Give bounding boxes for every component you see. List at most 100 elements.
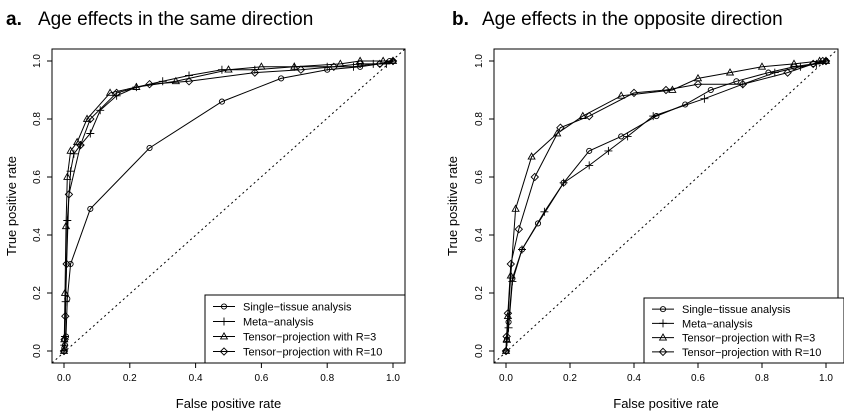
panel-a-data-point xyxy=(96,106,105,115)
panel-a-x-axis-label: False positive rate xyxy=(176,396,282,411)
panel-a-data-point xyxy=(60,335,69,344)
panel-b-data-point xyxy=(815,56,824,64)
panel-a-letter: a. xyxy=(6,9,22,30)
panel-a-data-point xyxy=(375,59,385,69)
panel-a-data-point xyxy=(278,75,285,82)
panel-b-data-point xyxy=(770,68,779,77)
panel-b-data-point xyxy=(514,224,524,234)
panel-a-data-point xyxy=(290,62,299,70)
panel-b-data-point xyxy=(530,172,540,182)
panel-b-series-diamond xyxy=(501,56,831,356)
panel-a-data-point xyxy=(76,140,85,150)
panel-a-data-point xyxy=(69,149,78,158)
panel-b-x-tick-label: 0.4 xyxy=(627,373,641,384)
panel-b-title: Age effects in the opposite direction xyxy=(482,9,783,30)
panel-a-data-point xyxy=(87,205,94,212)
panel-a-data-point xyxy=(257,62,266,70)
panel-a-x-tick-label: 0.0 xyxy=(57,373,71,384)
panel-a-data-point xyxy=(145,79,154,89)
panel-a-x-tick-label: 0.2 xyxy=(123,373,137,384)
panel-a-data-point xyxy=(61,311,70,321)
panel-b-data-point xyxy=(540,207,549,216)
panel-a-data-point xyxy=(64,190,74,199)
panel-a-data-point xyxy=(329,62,339,72)
panel-b-data-point xyxy=(623,132,632,141)
panel-a-data-point xyxy=(388,56,398,64)
panel-b-series-line xyxy=(505,60,826,352)
panel-a-data-point xyxy=(86,114,95,124)
panel-b-data-point xyxy=(501,346,511,356)
panel-b-data-point xyxy=(534,220,542,227)
panel-b-data-point xyxy=(584,111,594,121)
panel-a-x-tick-label: 0.4 xyxy=(189,373,203,384)
panel-b-legend: Single−tissue analysis Meta−analysis Tenso… xyxy=(643,297,844,364)
panel-a-data-point xyxy=(218,98,225,105)
panel-b-x-tick-label: 1.0 xyxy=(819,373,833,384)
panel-a: a. Age effects in the same direction 0.0… xyxy=(4,9,406,411)
panel-b-data-point xyxy=(586,147,593,154)
panel-b-legend-label: Single−tissue analysis xyxy=(682,304,791,316)
panel-b-y-tick-label: 1.0 xyxy=(474,54,485,68)
panel-a-y-tick-label: 0.6 xyxy=(32,170,43,184)
panel-a-legend: Single−tissue analysis Meta−analysis Tenso… xyxy=(204,294,406,364)
panel-b-letter: b. xyxy=(452,9,469,30)
panel-a-legend-label: Meta−analysis xyxy=(243,317,314,329)
panel-b-data-point xyxy=(661,85,671,95)
panel-a-data-point xyxy=(66,146,75,154)
panel-b-data-point xyxy=(725,68,735,76)
panel-b-data-point xyxy=(808,59,818,69)
panel-b-legend-label: Meta−analysis xyxy=(682,318,753,330)
panel-a-data-point xyxy=(132,82,141,90)
panel-a-data-point xyxy=(296,65,306,74)
panel-b-data-point xyxy=(693,79,703,89)
panel-a-data-point xyxy=(59,346,69,356)
panel-a-data-point xyxy=(146,144,153,152)
panel-b-data-point xyxy=(556,123,565,132)
panel-b-data-point xyxy=(818,56,828,66)
panel-b-data-point xyxy=(783,68,792,77)
panel-b-legend-label: Tensor−projection with R=3 xyxy=(682,333,815,345)
panel-a-legend-label: Tensor−projection with R=3 xyxy=(243,332,376,344)
panel-a-data-point xyxy=(60,288,70,296)
panel-b-x-tick-label: 0.6 xyxy=(691,373,705,384)
panel-a-legend-label: Tensor−projection with R=10 xyxy=(243,347,382,359)
panel-a-legend-box xyxy=(204,294,406,364)
panel-b-legend-box xyxy=(643,297,844,364)
panel-b-y-tick-label: 0.6 xyxy=(474,170,485,184)
panel-a-data-point xyxy=(59,346,69,354)
panel-a-data-point xyxy=(86,129,95,138)
panel-a-y-axis-label: True positive rate xyxy=(4,156,19,256)
panel-b-legend-marker xyxy=(659,319,667,328)
panel-b-x-tick-label: 0.2 xyxy=(563,373,577,384)
panel-b-data-point xyxy=(506,271,515,279)
panel-b-data-point xyxy=(738,79,748,89)
panel-a-legend-marker xyxy=(219,347,229,356)
panel-b-data-point xyxy=(527,152,536,160)
panel-b-data-point xyxy=(506,259,516,269)
panel-b-data-point xyxy=(511,204,520,212)
panel-b-data-point xyxy=(501,346,511,354)
panel-b-legend-marker xyxy=(658,333,668,341)
panel-b-x-tick-label: 0.8 xyxy=(755,373,769,384)
panel-a-data-point xyxy=(82,114,92,122)
panel-a-y-tick-label: 0.2 xyxy=(32,286,43,300)
panel-b-legend-marker xyxy=(658,347,668,357)
panel-a-y-tick-label: 0.4 xyxy=(32,228,43,242)
panel-a-data-point xyxy=(63,216,72,225)
panel-b-data-point xyxy=(757,62,767,70)
panel-a-legend-marker xyxy=(219,331,229,340)
panel-b-x-axis-label: False positive rate xyxy=(613,396,719,411)
panel-a-title: Age effects in the same direction xyxy=(38,9,313,30)
panel-a-data-point xyxy=(105,88,115,96)
panel-b-data-point xyxy=(553,128,562,137)
panel-a-data-point xyxy=(62,259,71,269)
panel-b-data-point xyxy=(502,332,511,341)
panel-a-data-point xyxy=(112,88,121,98)
panel-a-data-point xyxy=(224,65,233,73)
panel-a-data-point xyxy=(184,77,194,86)
panel-b-data-point xyxy=(796,62,805,71)
panel-b-data-point xyxy=(604,146,613,155)
panel-a-legend-marker xyxy=(220,303,228,310)
panel-a-data-point xyxy=(217,65,226,74)
